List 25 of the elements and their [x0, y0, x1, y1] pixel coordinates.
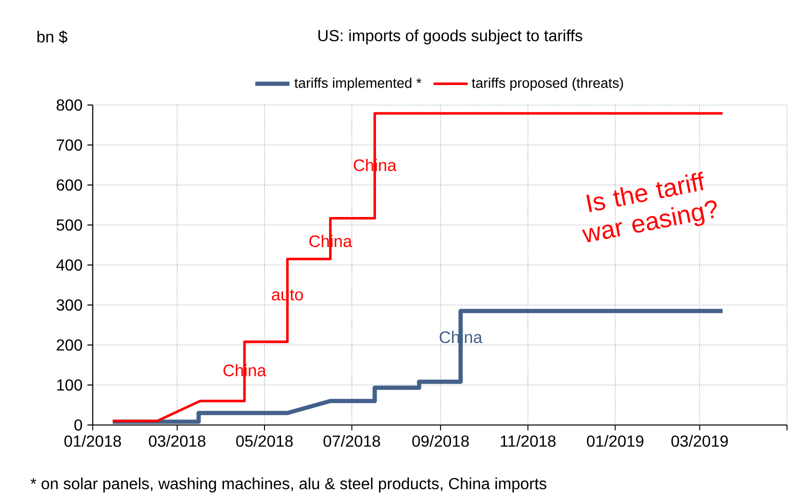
x-tick-label: 01/2019	[586, 435, 644, 447]
y-tick-label: 800	[56, 99, 82, 111]
y-tick-label: 700	[56, 139, 82, 151]
text: * on solar panels, washing machines, alu & steel products, China imports	[30, 478, 546, 492]
line-series	[110, 308, 725, 424]
y-tick-label: 500	[56, 219, 82, 231]
y-axis-title: bn $	[37, 30, 68, 44]
y-tick-label: 600	[56, 179, 82, 191]
x-tick-label: 03/2018	[148, 435, 206, 447]
y-tick-label: 100	[57, 379, 82, 391]
line-series	[111, 112, 724, 422]
x-tick-label: 11/2018	[500, 435, 556, 447]
x-tick-label: 03/2019	[671, 435, 728, 447]
y-tick-label: 400	[56, 259, 82, 271]
x-tick-label: 09/2018	[412, 435, 469, 447]
x-tick-label: 05/2018	[236, 435, 293, 447]
legend-label: tariffs proposed (threats)	[472, 78, 623, 91]
y-tick-label: 200	[56, 339, 82, 351]
x-tick-label: 01/2018	[64, 435, 121, 447]
x-tick-label: 07/2018	[324, 435, 380, 447]
annotation: Is the tariff war easing?	[582, 172, 717, 242]
y-tick-label: 300	[56, 299, 82, 311]
chart-title: US: imports of goods subject to tariffs	[318, 30, 582, 44]
legend-label: tariffs implemented *	[294, 78, 422, 91]
y-tick-label: 0	[74, 419, 82, 431]
